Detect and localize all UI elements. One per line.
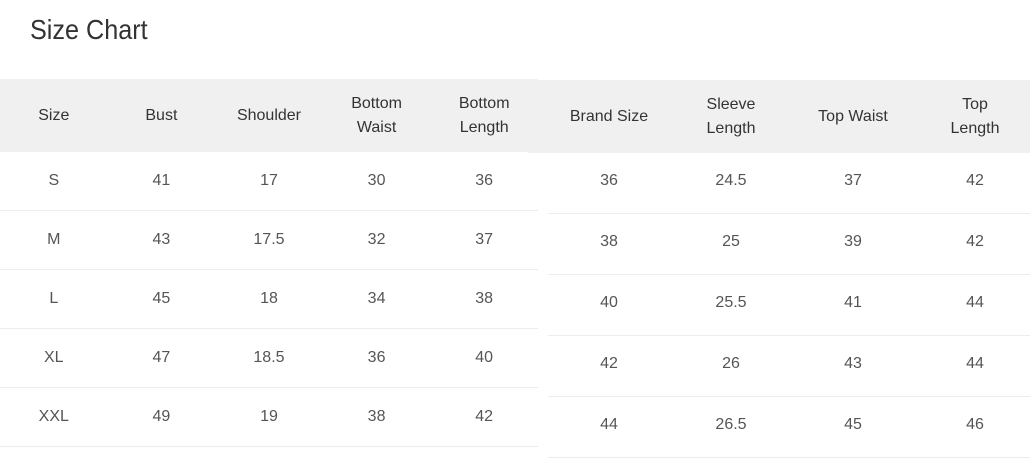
table-cell: 41 bbox=[107, 152, 216, 211]
table-row: 40 25.5 41 44 bbox=[548, 274, 1030, 336]
table-cell: 25 bbox=[670, 213, 792, 275]
table-cell: 43 bbox=[107, 210, 216, 270]
table-cell: 42 bbox=[430, 387, 538, 447]
table-cell: 36 bbox=[430, 152, 538, 211]
table-header-row: Size Bust Shoulder Bottom Waist Bottom Lengt… bbox=[0, 79, 538, 152]
table-cell: 17 bbox=[215, 152, 323, 211]
table-cell: 26.5 bbox=[670, 396, 792, 458]
table-cell: 24.5 bbox=[670, 153, 792, 214]
column-header: Sleeve Length bbox=[670, 80, 792, 153]
table-cell: 41 bbox=[792, 274, 914, 336]
table-cell: 37 bbox=[792, 153, 914, 214]
table-cell: S bbox=[0, 152, 108, 211]
table-cell: 40 bbox=[548, 274, 670, 336]
column-header: Brand Size bbox=[548, 80, 670, 153]
table-cell: 32 bbox=[322, 210, 431, 270]
table-cell: 43 bbox=[792, 335, 914, 397]
table-cell: 37 bbox=[430, 210, 538, 270]
size-table-right: Brand Size Sleeve Length Top Waist Top Leng… bbox=[548, 80, 1030, 458]
column-header: Size bbox=[0, 79, 108, 152]
table-cell: 45 bbox=[792, 396, 914, 458]
table-cell: 42 bbox=[548, 335, 670, 397]
table-cell: 38 bbox=[548, 213, 670, 275]
table-cell: M bbox=[0, 210, 108, 270]
table-row: S 41 17 30 36 bbox=[0, 152, 538, 211]
table-cell: 36 bbox=[548, 153, 670, 214]
table-cell: XL bbox=[0, 328, 108, 388]
table-cell: 45 bbox=[107, 269, 216, 329]
table-cell: 30 bbox=[322, 152, 431, 211]
table-row: M 43 17.5 32 37 bbox=[0, 210, 538, 270]
table-cell: 44 bbox=[914, 274, 1030, 336]
table-cell: L bbox=[0, 269, 108, 329]
table-row: 36 24.5 37 42 bbox=[548, 153, 1030, 214]
table-cell: 36 bbox=[322, 328, 431, 388]
table-cell: 49 bbox=[107, 387, 216, 447]
table-cell: XXL bbox=[0, 387, 108, 447]
table-cell: 17.5 bbox=[215, 210, 323, 270]
column-header: Shoulder bbox=[215, 79, 323, 152]
table-cell: 18 bbox=[215, 269, 323, 329]
page-title: Size Chart bbox=[30, 14, 148, 45]
size-table-left: Size Bust Shoulder Bottom Waist Bottom Lengt… bbox=[0, 79, 538, 447]
table-cell: 46 bbox=[914, 396, 1030, 458]
column-header: Bust bbox=[107, 79, 216, 152]
column-header: Bottom Length bbox=[430, 79, 538, 152]
table-row: XL 47 18.5 36 40 bbox=[0, 328, 538, 388]
table-cell: 34 bbox=[322, 269, 431, 329]
table-row: 42 26 43 44 bbox=[548, 335, 1030, 397]
table-row: XXL 49 19 38 42 bbox=[0, 387, 538, 447]
table-row: 38 25 39 42 bbox=[548, 213, 1030, 275]
table-cell: 38 bbox=[430, 269, 538, 329]
table-cell: 39 bbox=[792, 213, 914, 275]
table-cell: 44 bbox=[548, 396, 670, 458]
column-header: Top Length bbox=[914, 80, 1030, 153]
table-cell: 26 bbox=[670, 335, 792, 397]
table-cell: 42 bbox=[914, 213, 1030, 275]
table-cell: 40 bbox=[430, 328, 538, 388]
table-cell: 38 bbox=[322, 387, 431, 447]
table-cell: 47 bbox=[107, 328, 216, 388]
table-cell: 44 bbox=[914, 335, 1030, 397]
table-row: 44 26.5 45 46 bbox=[548, 396, 1030, 458]
table-header-row: Brand Size Sleeve Length Top Waist Top Leng… bbox=[548, 80, 1030, 153]
table-cell: 42 bbox=[914, 153, 1030, 214]
column-header: Top Waist bbox=[792, 80, 914, 153]
table-cell: 19 bbox=[215, 387, 323, 447]
table-cell: 18.5 bbox=[215, 328, 323, 388]
table-cell: 25.5 bbox=[670, 274, 792, 336]
column-header: Bottom Waist bbox=[322, 79, 431, 152]
table-row: L 45 18 34 38 bbox=[0, 269, 538, 329]
